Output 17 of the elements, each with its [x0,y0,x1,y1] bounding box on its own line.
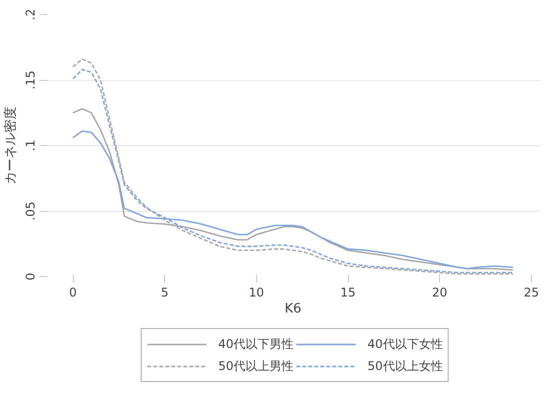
x-tick-label: 5 [160,286,168,300]
x-axis-title: K6 [284,302,302,316]
legend-label: 40代以下男性 [218,336,294,352]
legend-label: 50代以上女性 [368,358,443,374]
y-tick-label: .05 [24,201,38,221]
y-tick-label: 0 [24,272,38,280]
y-tick-label: .1 [24,140,38,152]
x-tick-label: 20 [432,286,448,300]
x-tick-label: 0 [69,286,77,300]
x-tick-label: 15 [340,286,356,300]
x-tick-label: 25 [524,286,539,300]
y-tick-label: .2 [24,8,38,20]
y-tick-label: .15 [24,70,38,90]
y-axis-title: カーネル密度 [2,106,18,184]
x-tick-label: 10 [248,286,264,300]
legend-label: 40代以下女性 [368,336,443,352]
legend-label: 50代以上男性 [218,358,294,374]
